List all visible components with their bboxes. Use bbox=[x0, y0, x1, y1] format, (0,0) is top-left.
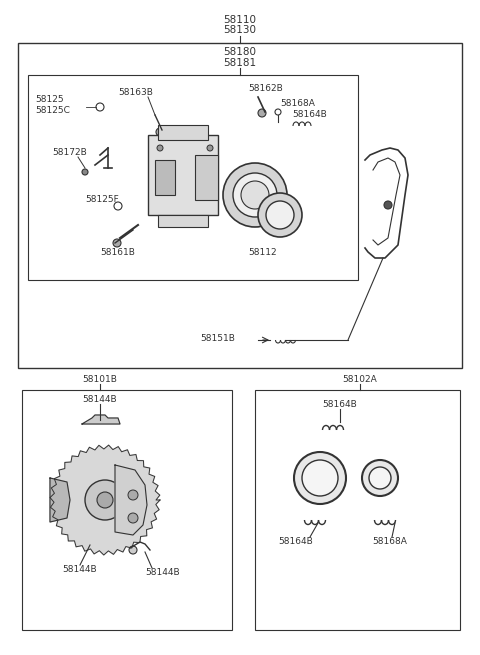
Text: 58168A: 58168A bbox=[280, 99, 315, 108]
Text: 58162B: 58162B bbox=[248, 84, 283, 93]
Circle shape bbox=[294, 452, 346, 504]
Bar bbox=[18, 43, 462, 368]
Circle shape bbox=[97, 492, 113, 508]
Polygon shape bbox=[115, 465, 147, 535]
Circle shape bbox=[113, 239, 121, 247]
Text: 58125C: 58125C bbox=[35, 106, 70, 115]
Text: 58161B: 58161B bbox=[100, 248, 135, 257]
Polygon shape bbox=[82, 415, 120, 424]
Circle shape bbox=[207, 145, 213, 151]
Bar bbox=[158, 215, 208, 227]
Text: 58180: 58180 bbox=[224, 47, 256, 57]
Circle shape bbox=[223, 163, 287, 227]
Bar bbox=[195, 155, 218, 200]
Bar bbox=[155, 160, 175, 195]
Text: 58144B: 58144B bbox=[145, 568, 180, 577]
Text: 58110: 58110 bbox=[224, 15, 256, 25]
Text: 58172B: 58172B bbox=[52, 148, 87, 157]
Circle shape bbox=[258, 193, 302, 237]
Circle shape bbox=[369, 467, 391, 489]
Circle shape bbox=[302, 460, 338, 496]
Circle shape bbox=[85, 480, 125, 520]
Text: 58181: 58181 bbox=[223, 58, 257, 68]
Bar bbox=[158, 125, 208, 140]
Text: 58101B: 58101B bbox=[83, 375, 118, 384]
Bar bbox=[255, 390, 460, 630]
Circle shape bbox=[129, 546, 137, 554]
Text: 58125: 58125 bbox=[35, 95, 64, 104]
Polygon shape bbox=[50, 478, 70, 522]
Text: 58163B: 58163B bbox=[118, 88, 153, 97]
Circle shape bbox=[384, 201, 392, 209]
Text: 58102A: 58102A bbox=[343, 375, 377, 384]
Circle shape bbox=[157, 145, 163, 151]
Bar bbox=[148, 135, 218, 215]
Circle shape bbox=[233, 173, 277, 217]
Polygon shape bbox=[50, 445, 160, 555]
Circle shape bbox=[362, 460, 398, 496]
Text: 58164B: 58164B bbox=[323, 400, 358, 409]
Text: 58125F: 58125F bbox=[85, 195, 119, 204]
Circle shape bbox=[241, 181, 269, 209]
Text: 58144B: 58144B bbox=[83, 395, 117, 404]
Bar bbox=[28, 75, 358, 280]
Text: 58164B: 58164B bbox=[292, 110, 327, 119]
Circle shape bbox=[82, 169, 88, 175]
Text: 58112: 58112 bbox=[248, 248, 276, 257]
Circle shape bbox=[156, 128, 164, 136]
Circle shape bbox=[258, 109, 266, 117]
Text: 58130: 58130 bbox=[224, 25, 256, 35]
Circle shape bbox=[266, 201, 294, 229]
Text: 58164B: 58164B bbox=[278, 537, 313, 546]
Text: 58144B: 58144B bbox=[62, 565, 96, 574]
Circle shape bbox=[128, 490, 138, 500]
Bar bbox=[22, 390, 232, 630]
Text: 58168A: 58168A bbox=[372, 537, 407, 546]
Circle shape bbox=[128, 513, 138, 523]
Text: 58151B: 58151B bbox=[200, 334, 235, 343]
